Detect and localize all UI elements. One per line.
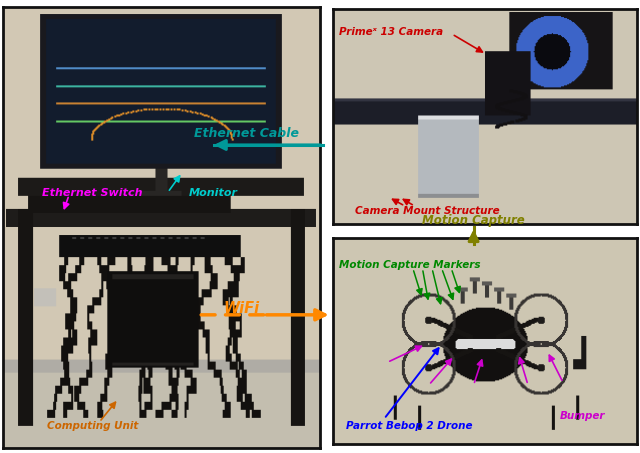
Text: Bumper: Bumper [560, 411, 605, 421]
Text: Motion Capture: Motion Capture [422, 214, 525, 227]
Text: Ethernet Switch: Ethernet Switch [42, 188, 142, 198]
Text: Primeˣ 13 Camera: Primeˣ 13 Camera [339, 27, 444, 37]
Text: WiFi: WiFi [224, 301, 260, 317]
Text: Monitor: Monitor [189, 188, 238, 198]
Text: Parrot Bebop 2 Drone: Parrot Bebop 2 Drone [346, 421, 472, 431]
Text: Camera Mount Structure: Camera Mount Structure [355, 206, 500, 216]
Text: Ethernet Cable: Ethernet Cable [194, 127, 299, 140]
Text: Motion Capture Markers: Motion Capture Markers [339, 260, 481, 270]
Text: Computing Unit: Computing Unit [47, 421, 138, 431]
